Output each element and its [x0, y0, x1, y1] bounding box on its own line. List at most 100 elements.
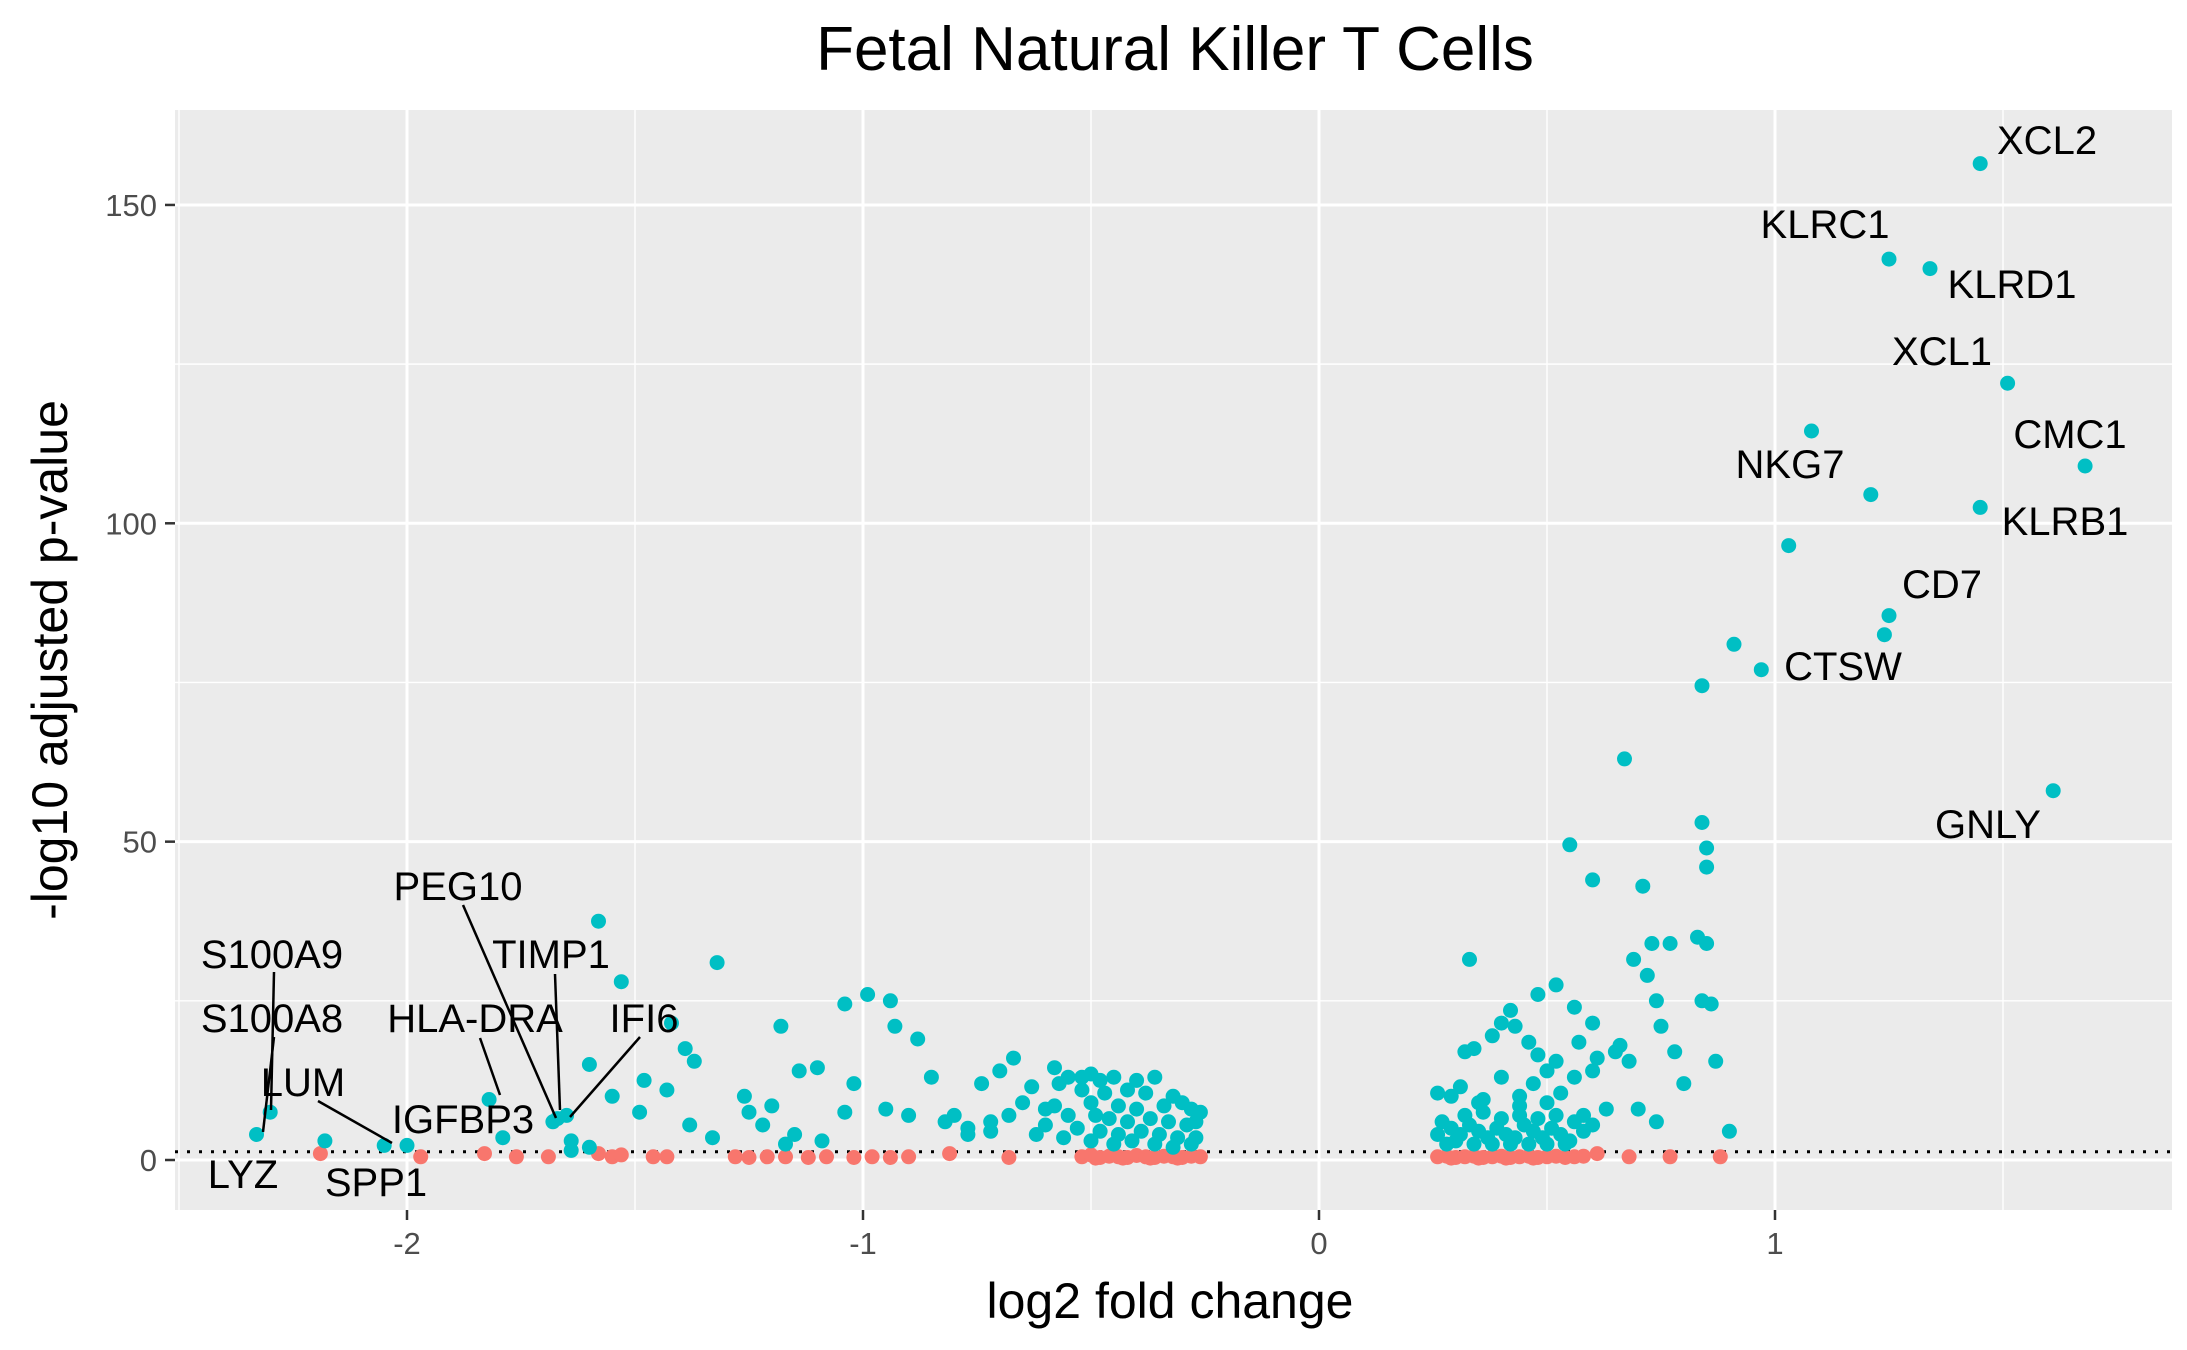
data-point	[632, 1104, 648, 1120]
gene-label-hla-dra: HLA-DRA	[387, 997, 563, 1041]
data-point	[1585, 872, 1601, 888]
data-point	[846, 1150, 862, 1165]
data-point	[1667, 1044, 1683, 1060]
data-point	[1512, 1107, 1528, 1123]
data-point	[1626, 951, 1642, 967]
data-point	[645, 1149, 661, 1165]
data-point	[1539, 1136, 1555, 1152]
data-point	[2045, 783, 2061, 799]
data-point	[778, 1136, 793, 1152]
data-point	[1557, 1136, 1573, 1152]
data-point	[249, 1127, 264, 1142]
data-point	[1699, 859, 1715, 875]
data-point	[882, 1150, 898, 1165]
data-point	[837, 1104, 853, 1120]
data-point	[563, 1142, 579, 1158]
data-point	[814, 1133, 830, 1149]
data-point	[1507, 1018, 1523, 1034]
data-point	[1548, 1053, 1564, 1069]
data-point	[1694, 815, 1710, 830]
data-point	[910, 1031, 926, 1047]
gene-label-spp1: SPP1	[325, 1161, 427, 1205]
data-point	[1452, 1079, 1468, 1095]
data-point	[664, 1015, 679, 1031]
x-axis-ticks: -2 -1 0 1	[393, 1210, 1784, 1261]
data-point	[659, 1149, 675, 1165]
data-point	[1521, 1136, 1537, 1152]
data-point	[1006, 1050, 1021, 1066]
data-point	[1617, 751, 1632, 767]
data-point	[1653, 1018, 1669, 1034]
data-point	[1037, 1117, 1053, 1133]
gene-label-cd7: CD7	[1902, 563, 1982, 607]
data-point	[1566, 999, 1582, 1015]
data-point	[591, 913, 606, 929]
data-point	[1443, 1088, 1459, 1104]
data-point	[1539, 1095, 1555, 1111]
data-point	[1024, 1079, 1040, 1095]
data-point	[1165, 1139, 1181, 1155]
data-point	[1493, 1015, 1509, 1031]
data-point	[1147, 1136, 1163, 1152]
data-point	[1621, 1053, 1637, 1069]
gene-label-xcl1: XCL1	[1892, 330, 1992, 374]
data-point	[1142, 1111, 1158, 1127]
data-point	[613, 1147, 629, 1163]
data-point	[477, 1146, 492, 1162]
data-point	[1074, 1082, 1090, 1098]
data-point	[1525, 1076, 1541, 1092]
gene-label-s100a8: S100A8	[201, 997, 343, 1041]
data-point	[1530, 1111, 1546, 1127]
data-point	[613, 974, 629, 990]
data-point	[1147, 1069, 1163, 1085]
data-point	[864, 1149, 880, 1165]
data-point	[1662, 1149, 1678, 1165]
data-point	[878, 1101, 894, 1117]
gene-label-lum: LUM	[261, 1061, 345, 1105]
data-point	[1553, 1085, 1569, 1101]
data-point	[1047, 1098, 1062, 1114]
leader-line	[553, 973, 562, 1111]
data-point	[1576, 1148, 1591, 1164]
data-point	[1512, 1088, 1528, 1104]
label-leader-lines	[261, 904, 641, 1145]
data-point	[1881, 251, 1897, 267]
gene-label-klrc1: KLRC1	[1761, 203, 1890, 247]
data-point	[508, 1149, 524, 1165]
data-point	[741, 1104, 757, 1120]
data-point	[1142, 1150, 1158, 1166]
gene-label-s100a9: S100A9	[201, 933, 343, 977]
data-point	[736, 1088, 752, 1104]
data-point	[1662, 936, 1678, 951]
data-point	[960, 1127, 976, 1142]
data-point	[755, 1117, 771, 1133]
data-point	[1430, 1085, 1446, 1101]
data-point	[1525, 1150, 1541, 1166]
data-point	[1562, 837, 1578, 853]
data-point	[1051, 1076, 1067, 1092]
gene-label-igfbp3: IGFBP3	[392, 1098, 534, 1142]
leader-line	[261, 1036, 276, 1133]
data-point	[709, 955, 725, 971]
data-point	[705, 1130, 720, 1146]
data-point	[1466, 1041, 1482, 1057]
data-point	[727, 1149, 743, 1165]
data-point	[1922, 261, 1938, 277]
data-point	[495, 1130, 511, 1146]
data-point	[887, 1018, 903, 1034]
x-tick-label: 0	[1310, 1226, 1327, 1261]
data-point	[540, 1149, 556, 1165]
data-point	[1192, 1149, 1208, 1165]
data-point	[1074, 1069, 1090, 1085]
data-point	[1644, 936, 1660, 951]
data-point	[942, 1146, 958, 1162]
data-point	[1972, 156, 1988, 172]
data-point	[659, 1082, 675, 1098]
minor-gridlines	[175, 110, 2172, 1210]
gene-label-gnly: GNLY	[1935, 803, 2041, 847]
y-tick-label: 150	[105, 188, 157, 223]
data-point	[1475, 1104, 1491, 1120]
data-point	[1430, 1127, 1446, 1142]
data-point	[1028, 1127, 1044, 1142]
